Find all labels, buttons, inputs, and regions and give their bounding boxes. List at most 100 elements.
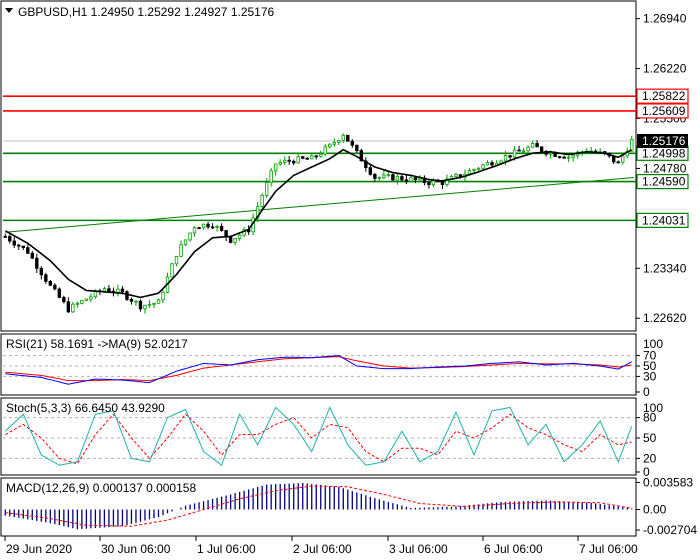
macd-panel-frame	[0, 477, 637, 537]
candle	[62, 295, 66, 304]
candle-body	[62, 297, 66, 303]
candle	[237, 233, 242, 242]
candle-body	[395, 176, 400, 181]
candle-body	[53, 284, 57, 290]
candle-body	[359, 150, 364, 162]
stoch-tick-label: 20	[643, 451, 657, 465]
candle-body	[120, 288, 125, 293]
candle-body	[66, 301, 71, 313]
candle-body	[224, 230, 228, 238]
candle	[530, 140, 535, 148]
price-tick-label: 1.26940	[643, 12, 687, 26]
resistance-label: 1.25609	[642, 104, 686, 118]
candle	[377, 176, 382, 182]
candle	[454, 172, 458, 178]
candle-body	[12, 240, 16, 246]
price-plot	[3, 95, 636, 314]
candle	[341, 133, 345, 143]
candle	[156, 298, 161, 304]
candle	[400, 174, 404, 182]
candle	[206, 221, 210, 229]
candle	[301, 155, 305, 160]
candle-body	[413, 177, 418, 181]
candle-body	[84, 298, 89, 301]
price-tick-label: 1.22620	[643, 311, 687, 325]
macd-panel-title: MACD(12,26,9) 0.000137 0.000158	[6, 481, 196, 495]
candle	[472, 168, 476, 173]
current-price-label-box	[637, 133, 688, 148]
candle-body	[57, 288, 62, 298]
rsi-panel-frame	[0, 333, 637, 396]
candle-body	[17, 244, 21, 247]
candle-body	[535, 143, 539, 148]
candle-body	[553, 152, 557, 158]
candle-body	[138, 300, 143, 310]
rsi-ma-line	[5, 356, 632, 382]
candle-body	[269, 170, 273, 183]
stoch-tick-label: 0	[643, 465, 650, 479]
candle-body	[75, 302, 80, 305]
candle-body	[337, 140, 341, 143]
candle-body	[48, 280, 53, 286]
candle	[53, 283, 57, 291]
candle-body	[431, 180, 436, 186]
candle	[192, 226, 197, 237]
candle	[8, 234, 12, 244]
candle	[57, 287, 62, 299]
candle	[39, 266, 44, 280]
candle-body	[332, 142, 336, 145]
candle	[517, 145, 521, 152]
candle-body	[237, 234, 242, 239]
candle	[17, 243, 21, 250]
candle-body	[206, 223, 210, 228]
candle-body	[530, 143, 535, 148]
candle-body	[71, 303, 75, 313]
candle-body	[35, 257, 39, 269]
candle	[282, 156, 287, 165]
candle	[562, 155, 566, 159]
candle-body	[404, 179, 409, 182]
stoch-panel-frame	[0, 397, 637, 476]
candle	[427, 180, 431, 189]
candle	[332, 138, 336, 147]
candle-body	[210, 226, 215, 229]
candle-body	[445, 178, 449, 185]
panel-frames	[0, 0, 637, 537]
candle-body	[476, 167, 481, 170]
candle-body	[201, 223, 206, 229]
candle	[292, 159, 296, 166]
candle	[138, 299, 143, 312]
trendline	[5, 176, 635, 233]
indicator-axes: 705030010080502001000.0035830.00-0.00270…	[636, 337, 697, 537]
candle	[3, 233, 7, 238]
resistance-label-box	[636, 103, 689, 119]
candle-body	[521, 150, 526, 153]
candle-body	[571, 154, 575, 158]
chart-marker-icon	[5, 8, 13, 13]
candle-body	[566, 156, 571, 159]
candle-body	[188, 232, 192, 241]
candle-body	[264, 182, 269, 196]
candle-body	[273, 163, 278, 172]
candle	[30, 250, 34, 260]
candle-body	[161, 291, 165, 301]
candle-body	[373, 173, 377, 179]
candle-body	[503, 155, 508, 162]
candle	[107, 285, 111, 292]
candle-body	[192, 227, 197, 234]
candle	[129, 297, 134, 305]
support-label-box	[636, 212, 689, 228]
rsi-top-tick-label: 100	[643, 337, 663, 351]
candle	[44, 272, 48, 284]
support-label: 1.24031	[642, 213, 686, 227]
candle	[143, 304, 147, 314]
candle-body	[621, 155, 625, 163]
candle-body	[278, 161, 282, 165]
resistance-label: 1.25822	[642, 89, 686, 103]
candle-body	[386, 174, 391, 177]
candle-body	[152, 302, 156, 305]
candle	[368, 165, 373, 176]
stoch-panel-title: Stoch(5,3,3) 66.6450 43.9290	[6, 401, 165, 415]
candle-body	[485, 162, 490, 166]
